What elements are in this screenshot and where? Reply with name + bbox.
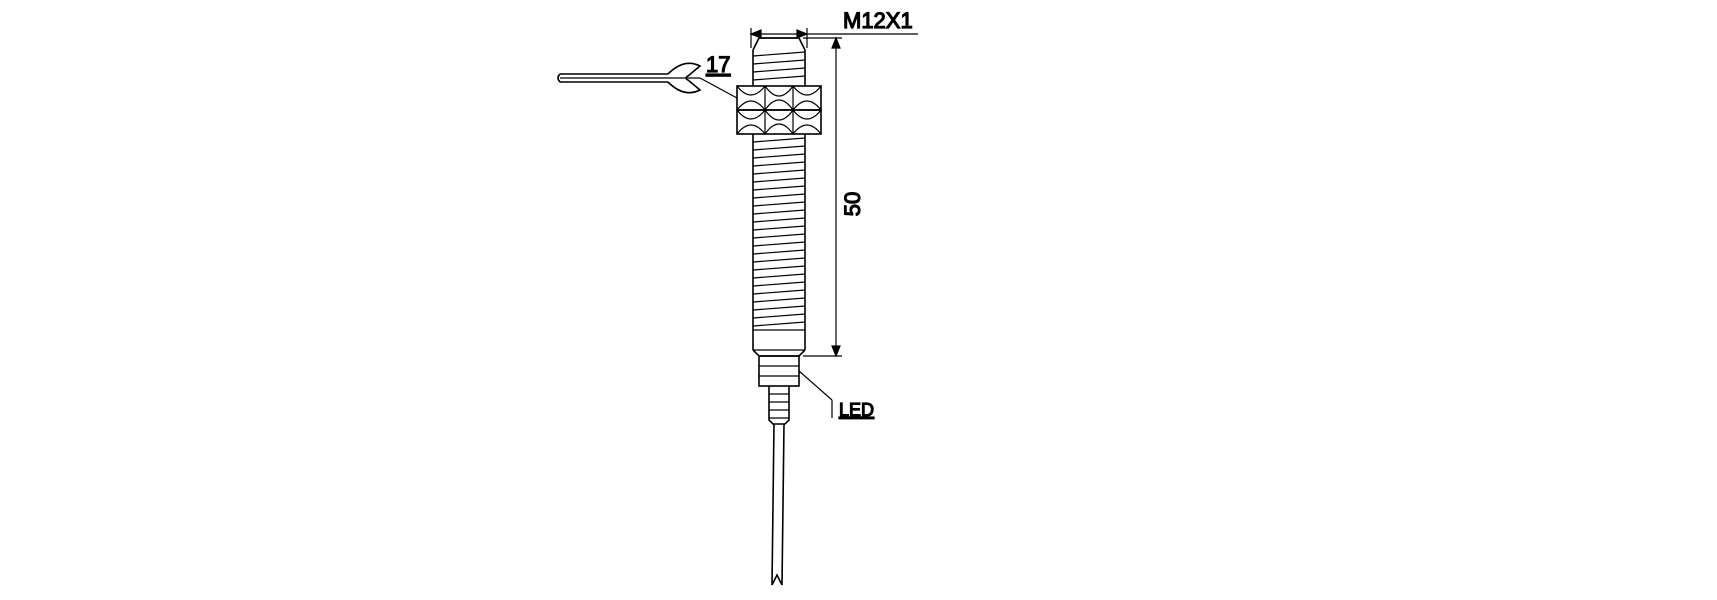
- hex-nut-upper: [737, 86, 821, 110]
- sensor-dimension-drawing: M12X1 50 17 LED: [0, 0, 1717, 600]
- dim-wrench-text: 17: [706, 52, 730, 77]
- dim-wrench-flat: 17: [558, 52, 737, 98]
- dim-length-text: 50: [840, 192, 865, 216]
- dim-thread-text: M12X1: [843, 8, 913, 33]
- cable: [772, 424, 784, 585]
- led-label-text: LED: [839, 400, 874, 420]
- thread-hatch: [753, 138, 805, 326]
- strain-relief: [769, 386, 789, 424]
- rear-cap: [759, 356, 799, 386]
- sensor-body: [737, 38, 821, 585]
- hex-nut-lower: [737, 110, 821, 134]
- led-leader: LED: [799, 371, 874, 420]
